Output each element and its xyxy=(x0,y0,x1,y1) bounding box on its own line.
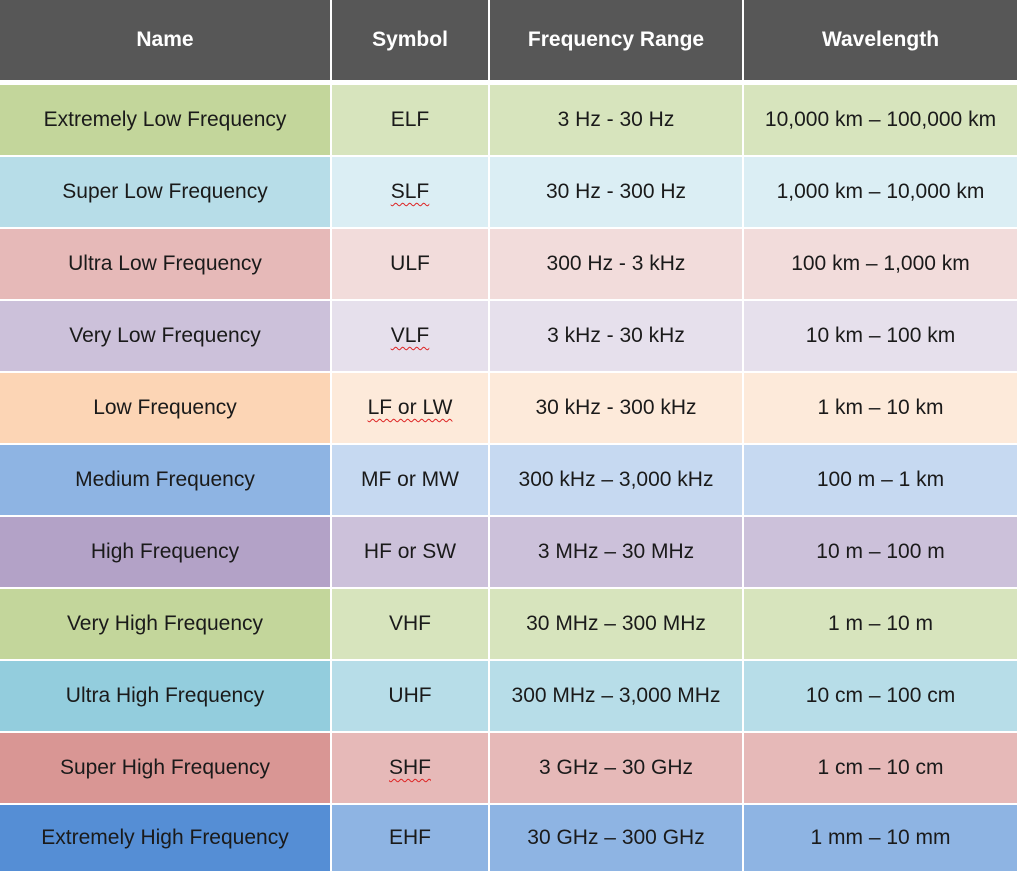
header-row: Name Symbol Frequency Range Wavelength xyxy=(0,0,1017,85)
band-name: Low Frequency xyxy=(0,373,332,445)
band-name: Super Low Frequency xyxy=(0,157,332,229)
band-name: Very High Frequency xyxy=(0,589,332,661)
band-symbol: EHF xyxy=(332,805,490,871)
band-name: Ultra Low Frequency xyxy=(0,229,332,301)
band-symbol-text: SLF xyxy=(390,180,430,203)
column-header-name: Name xyxy=(0,0,332,85)
table-row: Low Frequency LF or LW 30 kHz - 300 kHz … xyxy=(0,373,1017,445)
band-name: Super High Frequency xyxy=(0,733,332,805)
band-frequency-range: 3 kHz - 30 kHz xyxy=(490,301,744,373)
table-row: Very High Frequency VHF 30 MHz – 300 MHz… xyxy=(0,589,1017,661)
band-wavelength: 1 km – 10 km xyxy=(744,373,1017,445)
band-wavelength: 100 m – 1 km xyxy=(744,445,1017,517)
band-wavelength: 10,000 km – 100,000 km xyxy=(744,85,1017,157)
band-symbol: SHF xyxy=(332,733,490,805)
band-frequency-range: 300 MHz – 3,000 MHz xyxy=(490,661,744,733)
band-symbol: ULF xyxy=(332,229,490,301)
table-row: Extremely Low Frequency ELF 3 Hz - 30 Hz… xyxy=(0,85,1017,157)
table-row: Super High Frequency SHF 3 GHz – 30 GHz … xyxy=(0,733,1017,805)
table-row: Very Low Frequency VLF 3 kHz - 30 kHz 10… xyxy=(0,301,1017,373)
band-symbol-text: VLF xyxy=(390,324,430,347)
band-wavelength: 1,000 km – 10,000 km xyxy=(744,157,1017,229)
band-name: High Frequency xyxy=(0,517,332,589)
band-name: Medium Frequency xyxy=(0,445,332,517)
table-row: Medium Frequency MF or MW 300 kHz – 3,00… xyxy=(0,445,1017,517)
band-frequency-range: 3 GHz – 30 GHz xyxy=(490,733,744,805)
band-wavelength: 1 cm – 10 cm xyxy=(744,733,1017,805)
band-frequency-range: 300 Hz - 3 kHz xyxy=(490,229,744,301)
band-frequency-range: 3 Hz - 30 Hz xyxy=(490,85,744,157)
band-frequency-range: 30 Hz - 300 Hz xyxy=(490,157,744,229)
band-frequency-range: 300 kHz – 3,000 kHz xyxy=(490,445,744,517)
band-wavelength: 10 m – 100 m xyxy=(744,517,1017,589)
band-frequency-range: 3 MHz – 30 MHz xyxy=(490,517,744,589)
band-name: Extremely Low Frequency xyxy=(0,85,332,157)
table-row: Ultra Low Frequency ULF 300 Hz - 3 kHz 1… xyxy=(0,229,1017,301)
band-symbol-text: LF or LW xyxy=(367,396,453,419)
band-symbol: UHF xyxy=(332,661,490,733)
band-symbol: VLF xyxy=(332,301,490,373)
table-row: Ultra High Frequency UHF 300 MHz – 3,000… xyxy=(0,661,1017,733)
band-name: Ultra High Frequency xyxy=(0,661,332,733)
band-symbol: MF or MW xyxy=(332,445,490,517)
band-wavelength: 10 cm – 100 cm xyxy=(744,661,1017,733)
table-row: Super Low Frequency SLF 30 Hz - 300 Hz 1… xyxy=(0,157,1017,229)
band-wavelength: 10 km – 100 km xyxy=(744,301,1017,373)
band-name: Extremely High Frequency xyxy=(0,805,332,871)
band-frequency-range: 30 MHz – 300 MHz xyxy=(490,589,744,661)
band-frequency-range: 30 GHz – 300 GHz xyxy=(490,805,744,871)
band-wavelength: 1 m – 10 m xyxy=(744,589,1017,661)
column-header-frequency-range: Frequency Range xyxy=(490,0,744,85)
table-row: High Frequency HF or SW 3 MHz – 30 MHz 1… xyxy=(0,517,1017,589)
band-wavelength: 1 mm – 10 mm xyxy=(744,805,1017,871)
band-symbol: LF or LW xyxy=(332,373,490,445)
band-symbol: VHF xyxy=(332,589,490,661)
band-symbol: SLF xyxy=(332,157,490,229)
table-row: Extremely High Frequency EHF 30 GHz – 30… xyxy=(0,805,1017,871)
band-name: Very Low Frequency xyxy=(0,301,332,373)
band-symbol: HF or SW xyxy=(332,517,490,589)
band-symbol: ELF xyxy=(332,85,490,157)
column-header-symbol: Symbol xyxy=(332,0,490,85)
band-wavelength: 100 km – 1,000 km xyxy=(744,229,1017,301)
band-symbol-text: SHF xyxy=(389,756,431,779)
band-frequency-range: 30 kHz - 300 kHz xyxy=(490,373,744,445)
column-header-wavelength: Wavelength xyxy=(744,0,1017,85)
